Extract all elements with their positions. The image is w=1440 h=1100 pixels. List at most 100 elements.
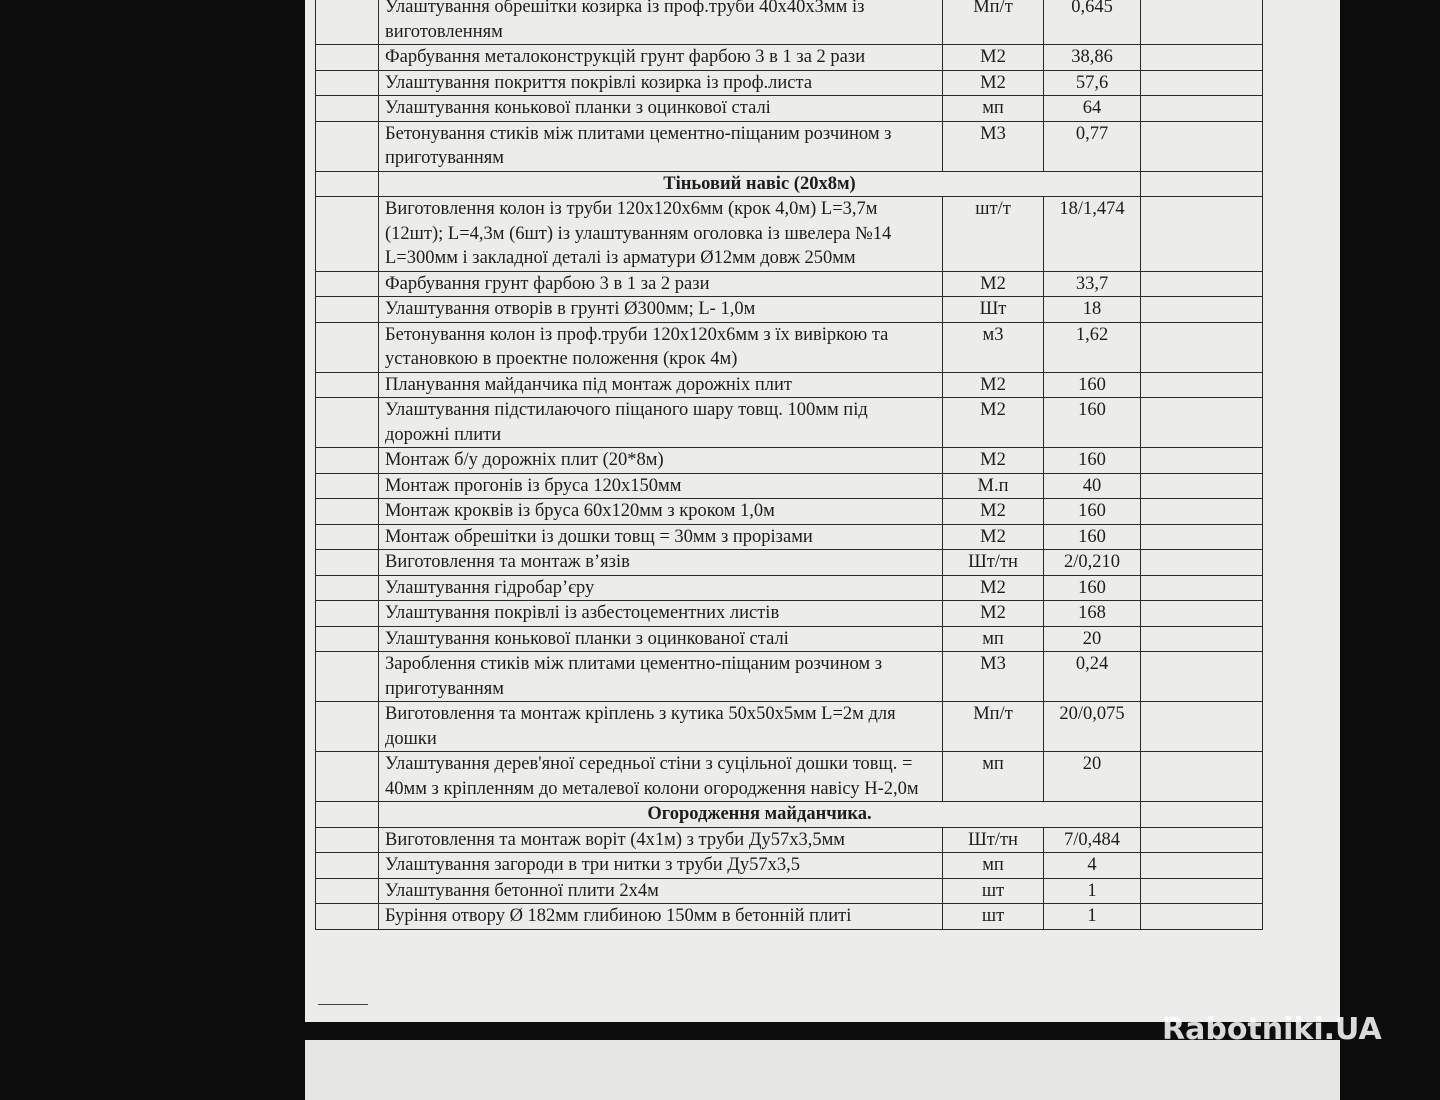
unit-cell: М2: [942, 600, 1044, 627]
number-cell: [315, 801, 379, 828]
number-cell: [315, 826, 379, 853]
table-row: Монтаж кроквів із бруса 60х120мм з кроко…: [315, 498, 1263, 525]
number-cell: [315, 523, 379, 550]
unit-cell: М2: [942, 397, 1044, 448]
unit-cell: М2: [942, 498, 1044, 525]
description-cell: Улаштування підстилаючого піщаного шару …: [378, 397, 943, 448]
empty-cell: [1140, 44, 1263, 71]
number-cell: [315, 371, 379, 398]
empty-cell: [1140, 120, 1263, 172]
description-cell: Монтаж обрешітки із дошки товщ = 30мм з …: [378, 523, 943, 550]
description-cell: Виготовлення колон із труби 120х120х6мм …: [378, 196, 943, 272]
empty-cell: [1140, 371, 1263, 398]
empty-cell: [1140, 69, 1263, 96]
quantity-cell: 18: [1043, 296, 1141, 323]
description-cell: Улаштування конькової планки з оцинкової…: [378, 95, 943, 122]
table-row: Виготовлення та монтаж в’язів Шт/тн 2/0,21…: [315, 549, 1263, 576]
empty-cell: [1140, 270, 1263, 297]
unit-cell: М2: [942, 69, 1044, 96]
quantity-cell: 160: [1043, 371, 1141, 398]
number-cell: [315, 549, 379, 576]
number-cell: [315, 69, 379, 96]
quantity-cell: 40: [1043, 472, 1141, 499]
number-cell: [315, 625, 379, 652]
number-cell: [315, 498, 379, 525]
empty-cell: [1140, 170, 1263, 197]
description-cell: Зароблення стиків між плитами цементно-п…: [378, 651, 943, 702]
description-cell: Улаштування дерев'яної середньої стіни з…: [378, 751, 943, 802]
empty-cell: [1140, 651, 1263, 702]
quantity-cell: 0,645: [1043, 0, 1141, 45]
table-row: Улаштування конькової планки з оцинкової…: [315, 95, 1263, 122]
empty-cell: [1140, 625, 1263, 652]
empty-cell: [1140, 549, 1263, 576]
empty-cell: [1140, 751, 1263, 802]
table-row: Бетонування колон із проф.труби 120х120х…: [315, 321, 1263, 373]
quantity-cell: 160: [1043, 574, 1141, 601]
number-cell: [315, 397, 379, 448]
number-cell: [315, 0, 379, 45]
description-cell: Виготовлення та монтаж в’язів: [378, 549, 943, 576]
unit-cell: Мп/т: [942, 0, 1044, 45]
empty-cell: [1140, 877, 1263, 904]
description-cell: Улаштування бетонної плити 2х4м: [378, 877, 943, 904]
table-row: Улаштування загороди в три нитки з труби…: [315, 852, 1263, 879]
unit-cell: мп: [942, 95, 1044, 122]
empty-cell: [1140, 447, 1263, 474]
quantity-cell: 1,62: [1043, 321, 1141, 373]
table-row: Улаштування підстилаючого піщаного шару …: [315, 397, 1263, 448]
number-cell: [315, 852, 379, 879]
unit-cell: М2: [942, 371, 1044, 398]
quantity-cell: 20: [1043, 751, 1141, 802]
watermark: Rabotniki.UA: [1162, 1012, 1382, 1047]
table-row: Виготовлення колон із труби 120х120х6мм …: [315, 196, 1263, 272]
unit-cell: М2: [942, 523, 1044, 550]
empty-cell: [1140, 903, 1263, 930]
empty-cell: [1140, 498, 1263, 525]
empty-cell: [1140, 852, 1263, 879]
table-row: Улаштування покриття покрівлі козирка із…: [315, 69, 1263, 96]
unit-cell: Шт/тн: [942, 549, 1044, 576]
empty-cell: [1140, 397, 1263, 448]
description-cell: Улаштування гідробар’єру: [378, 574, 943, 601]
unit-cell: М.п: [942, 472, 1044, 499]
number-cell: [315, 472, 379, 499]
unit-cell: мп: [942, 625, 1044, 652]
table-row: Монтаж б/у дорожніх плит (20*8м) М2 160: [315, 447, 1263, 474]
number-cell: [315, 321, 379, 373]
table-row: Бетонування стиків між плитами цементно-…: [315, 120, 1263, 172]
number-cell: [315, 877, 379, 904]
table-row: Улаштування отворів в грунті Ø300мм; L- …: [315, 296, 1263, 323]
unit-cell: мп: [942, 751, 1044, 802]
number-cell: [315, 651, 379, 702]
empty-cell: [1140, 701, 1263, 752]
description-cell: Виготовлення та монтаж кріплень з кутика…: [378, 701, 943, 752]
table-row: Улаштування бетонної плити 2х4м шт 1: [315, 877, 1263, 904]
quantity-cell: 7/0,484: [1043, 826, 1141, 853]
section-row: Тіньовий навіс (20х8м): [315, 170, 1263, 197]
description-cell: Улаштування отворів в грунті Ø300мм; L- …: [378, 296, 943, 323]
unit-cell: м3: [942, 321, 1044, 373]
number-cell: [315, 296, 379, 323]
number-cell: [315, 120, 379, 172]
quantity-cell: 38,86: [1043, 44, 1141, 71]
unit-cell: М2: [942, 44, 1044, 71]
quantity-cell: 2/0,210: [1043, 549, 1141, 576]
unit-cell: М2: [942, 574, 1044, 601]
number-cell: [315, 44, 379, 71]
quantity-cell: 0,77: [1043, 120, 1141, 172]
description-cell: Фарбування металоконструкцій грунт фарбо…: [378, 44, 943, 71]
description-cell: Улаштування покриття покрівлі козирка із…: [378, 69, 943, 96]
quantity-cell: 64: [1043, 95, 1141, 122]
table-row: Фарбування металоконструкцій грунт фарбо…: [315, 44, 1263, 71]
section-row: Огородження майданчика.: [315, 801, 1263, 828]
table-row: Улаштування покрівлі із азбестоцементних…: [315, 600, 1263, 627]
unit-cell: мп: [942, 852, 1044, 879]
empty-cell: [1140, 472, 1263, 499]
unit-cell: шт: [942, 903, 1044, 930]
table-row: Улаштування обрешітки козирка із проф.тр…: [315, 0, 1263, 45]
description-cell: Улаштування покрівлі із азбестоцементних…: [378, 600, 943, 627]
unit-cell: Шт/тн: [942, 826, 1044, 853]
empty-cell: [1140, 826, 1263, 853]
quantity-cell: 168: [1043, 600, 1141, 627]
